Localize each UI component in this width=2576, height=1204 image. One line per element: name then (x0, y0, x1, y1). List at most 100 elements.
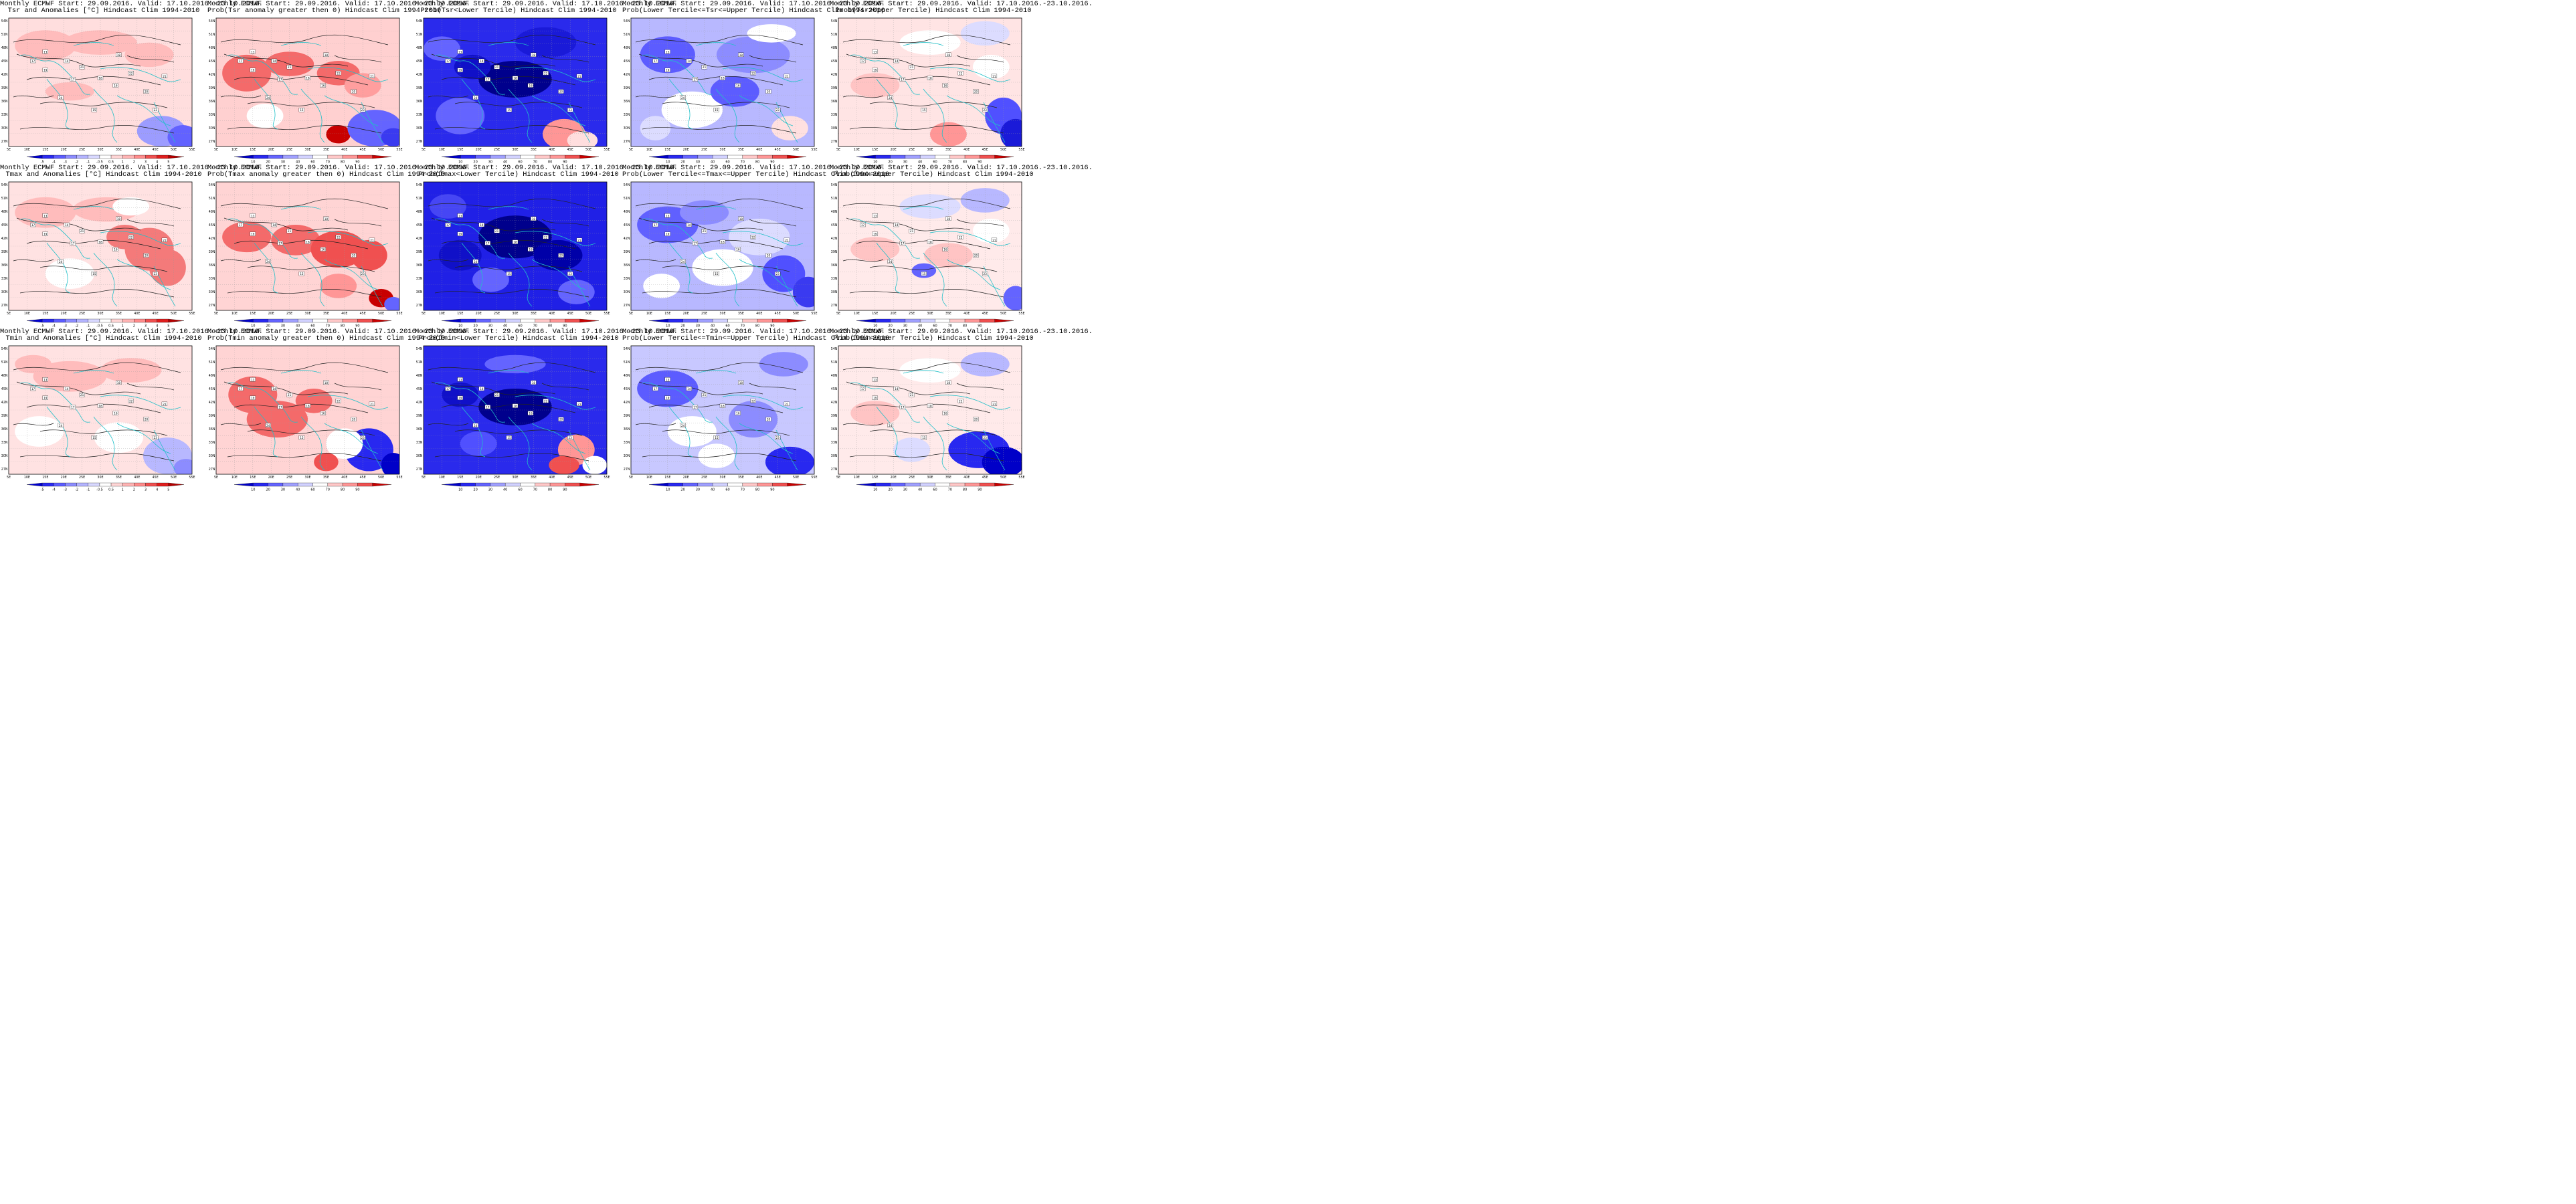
temperature-contour (956, 55, 1004, 63)
contour-label-box (58, 259, 64, 264)
longitude-label: 40E (134, 312, 140, 316)
contour-label: 21 (577, 403, 581, 406)
color-bar-label: 20 (888, 488, 892, 492)
color-bar-segment (649, 155, 668, 159)
coastline (461, 78, 486, 130)
color-bar-segment (949, 155, 965, 159)
color-bar-segment (520, 482, 535, 487)
latitude-label: 39N (209, 414, 215, 418)
longitude-label: 15E (872, 476, 878, 480)
coastline (983, 102, 1006, 143)
coastline (116, 259, 171, 290)
color-bar-segment (342, 155, 358, 159)
contour-label: 21 (80, 393, 84, 397)
coastline (946, 259, 1001, 290)
contour-label-box (320, 247, 326, 252)
contour-label: 17 (446, 223, 450, 227)
forecast-map: 17 19 14 21 18 16 22 20 24 15 23 13 18 21 17 54N 51N 48N 4… (209, 181, 403, 316)
latitude-label: 30N (831, 454, 838, 458)
longitude-label: 5E (7, 476, 11, 480)
latitude-label: 36N (209, 264, 215, 268)
longitude-label: 50E (1000, 476, 1006, 480)
panel-title-line1: Monthly ECMWF Start: 29.09.2016. Valid: … (207, 0, 470, 8)
coastline (254, 242, 278, 294)
map-panel: Monthly ECMWF Start: 29.09.2016. Valid: … (830, 328, 1093, 492)
color-bar-segment (157, 318, 169, 323)
color-bar-segment (475, 155, 491, 159)
longitude-label: 10E (232, 476, 238, 480)
contour-label: 19 (251, 397, 255, 400)
color-bar-segment (460, 318, 476, 323)
contour-label: 18 (739, 381, 743, 385)
contour-label: 20 (974, 254, 978, 258)
color-bar-segment (549, 155, 565, 159)
contour-label: 21 (910, 229, 914, 233)
contour-label: 15 (922, 436, 926, 439)
color-bar: 10 20 30 40 60 70 80 90 (649, 482, 806, 492)
longitude-label: 15E (872, 148, 878, 152)
color-bar-segment (787, 155, 806, 159)
contour-label-box (991, 401, 998, 407)
longitude-label: 45E (567, 148, 573, 152)
color-bar-label: 90 (770, 161, 774, 165)
contour-label: 16 (943, 84, 947, 88)
color-bar-label: 30 (488, 488, 492, 492)
contour-label-box (887, 95, 893, 100)
coastline (19, 54, 91, 95)
temperature-contour (856, 239, 991, 249)
latitude-label: 33N (1, 441, 8, 445)
contour-label: 17 (861, 60, 865, 63)
color-bar-label: 90 (978, 324, 982, 328)
panel-title-line2: Prob(Lower Tercile<=Tmin<=Upper Tercile)… (622, 334, 890, 342)
contour-label: 19 (666, 69, 670, 72)
coastline (46, 242, 71, 294)
longitude-label: 20E (891, 476, 897, 480)
longitude-label: 35E (116, 148, 122, 152)
contour-label-box (527, 411, 533, 415)
latitude-label: 30N (624, 290, 630, 294)
contour-label-box (143, 417, 149, 421)
color-bar-segment (697, 318, 713, 323)
latitude-label: 42N (831, 401, 838, 405)
color-bar-label: 70 (948, 161, 952, 165)
panel-title-line2: Prob(Tsr anomaly greater then 0) Hindcas… (207, 7, 442, 15)
color-bar-label: 80 (963, 161, 967, 165)
coastline (280, 42, 322, 46)
contour-label-box (128, 235, 134, 239)
contour-label: 18 (532, 54, 536, 57)
longitude-label: 45E (360, 148, 366, 152)
color-bar-segment (110, 482, 123, 487)
panel-title-line1: Monthly ECMWF Start: 29.09.2016. Valid: … (0, 164, 263, 172)
color-bar-label: 60 (310, 488, 314, 492)
latitude-label: 48N (1, 210, 8, 214)
coastline (695, 206, 737, 210)
color-bar-label: 30 (903, 324, 907, 328)
color-bar-label: 20 (473, 324, 477, 328)
contour-label: 14 (687, 60, 691, 63)
coastline (946, 423, 1001, 454)
color-bar-segment (88, 318, 100, 323)
contour-label-box (713, 107, 720, 112)
contour-label: 19 (666, 397, 670, 400)
contour-label: 21 (288, 393, 292, 397)
contour-label: 16 (321, 84, 325, 88)
contour-label-box (304, 403, 311, 408)
temperature-contour (849, 124, 1004, 134)
panel-title-line1: Monthly ECMWF Start: 29.09.2016. Valid: … (415, 164, 678, 172)
anomaly-patch (710, 76, 759, 107)
longitude-label: 15E (42, 476, 48, 480)
longitude-label: 10E (854, 312, 860, 316)
contour-label-box (445, 386, 451, 391)
contour-label-box (973, 89, 979, 94)
latitude-label: 54N (1, 19, 8, 23)
contour-label: 24 (474, 260, 478, 264)
color-bar-label: 20 (266, 324, 270, 328)
latitude-label: 27N (209, 140, 215, 144)
latitude-label: 48N (416, 210, 423, 214)
contour-label: 21 (785, 75, 789, 78)
longitude-label: 45E (567, 476, 573, 480)
contour-label-box (872, 49, 878, 54)
contour-label-box (70, 77, 76, 82)
longitude-label: 30E (927, 476, 933, 480)
coastline (515, 231, 596, 246)
